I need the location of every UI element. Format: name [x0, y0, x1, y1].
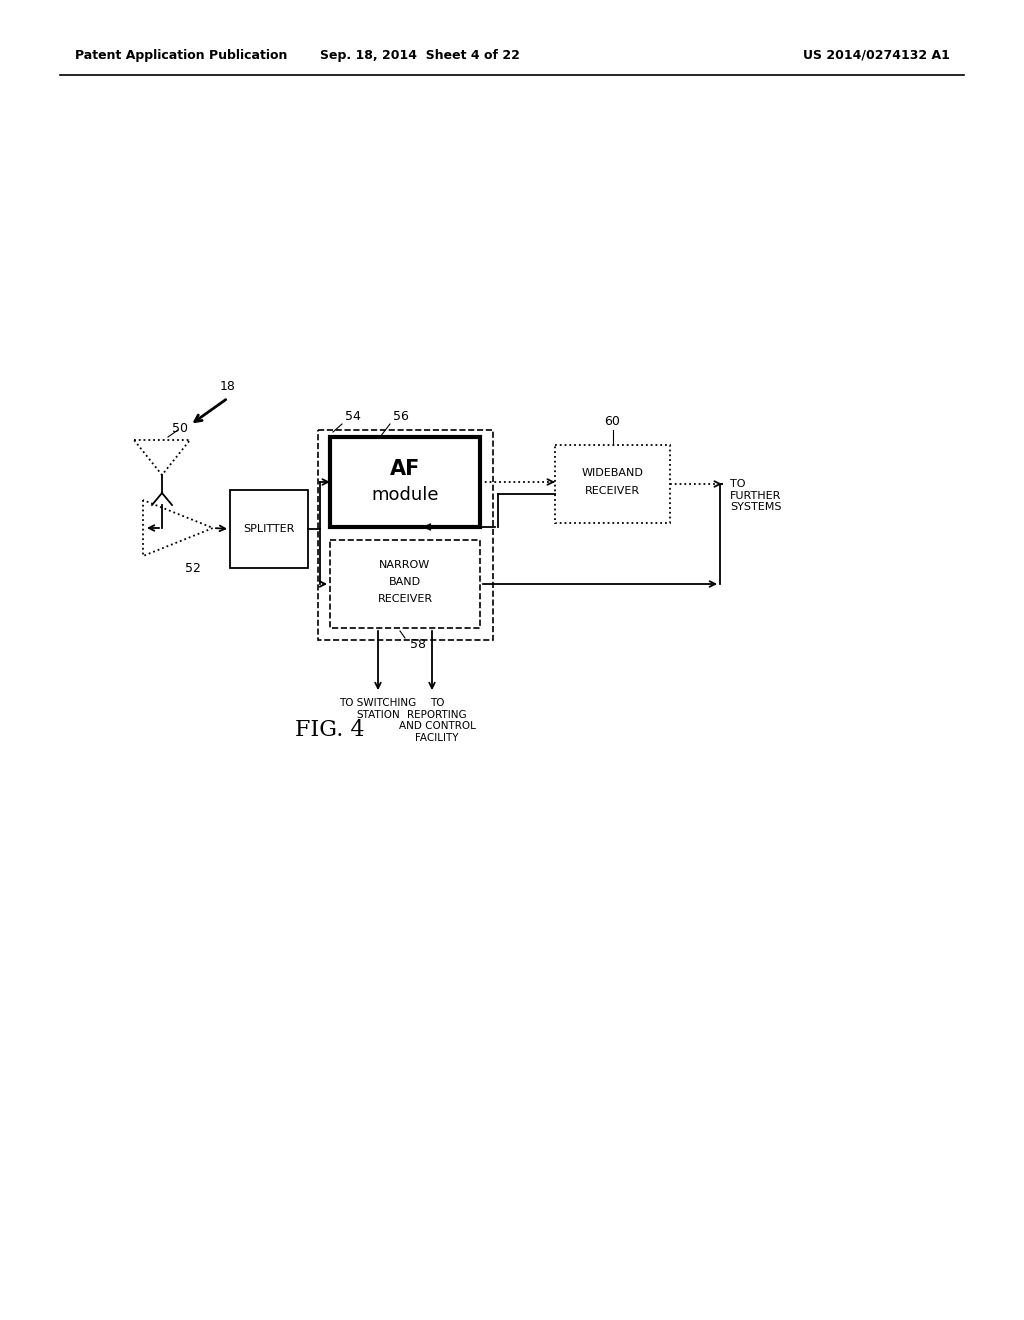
Text: 60: 60 — [604, 414, 621, 428]
Bar — [318, 430, 493, 640]
Text: RECEIVER: RECEIVER — [378, 594, 432, 605]
Text: US 2014/0274132 A1: US 2014/0274132 A1 — [803, 49, 950, 62]
Bar — [230, 490, 308, 568]
Bar — [555, 445, 670, 523]
Text: 52: 52 — [185, 562, 201, 576]
Text: BAND: BAND — [389, 577, 421, 587]
Text: 54: 54 — [345, 411, 360, 422]
Text: 56: 56 — [393, 411, 409, 422]
Text: 58: 58 — [410, 638, 426, 651]
Text: TO SWITCHING
STATION: TO SWITCHING STATION — [339, 698, 417, 719]
Bar — [330, 540, 480, 628]
Text: TO
REPORTING
AND CONTROL
FACILITY: TO REPORTING AND CONTROL FACILITY — [398, 698, 475, 743]
Text: 50: 50 — [172, 422, 188, 436]
Text: 18: 18 — [220, 380, 236, 393]
Text: FIG. 4: FIG. 4 — [295, 719, 365, 741]
Text: Patent Application Publication: Patent Application Publication — [75, 49, 288, 62]
Bar — [330, 437, 480, 527]
Text: RECEIVER: RECEIVER — [585, 486, 640, 496]
Text: module: module — [372, 486, 438, 504]
Text: NARROW: NARROW — [379, 560, 431, 570]
Text: Sep. 18, 2014  Sheet 4 of 22: Sep. 18, 2014 Sheet 4 of 22 — [321, 49, 520, 62]
Text: TO
FURTHER
SYSTEMS: TO FURTHER SYSTEMS — [730, 479, 781, 512]
Text: SPLITTER: SPLITTER — [244, 524, 295, 535]
Text: AF: AF — [390, 459, 420, 479]
Text: WIDEBAND: WIDEBAND — [582, 469, 643, 478]
